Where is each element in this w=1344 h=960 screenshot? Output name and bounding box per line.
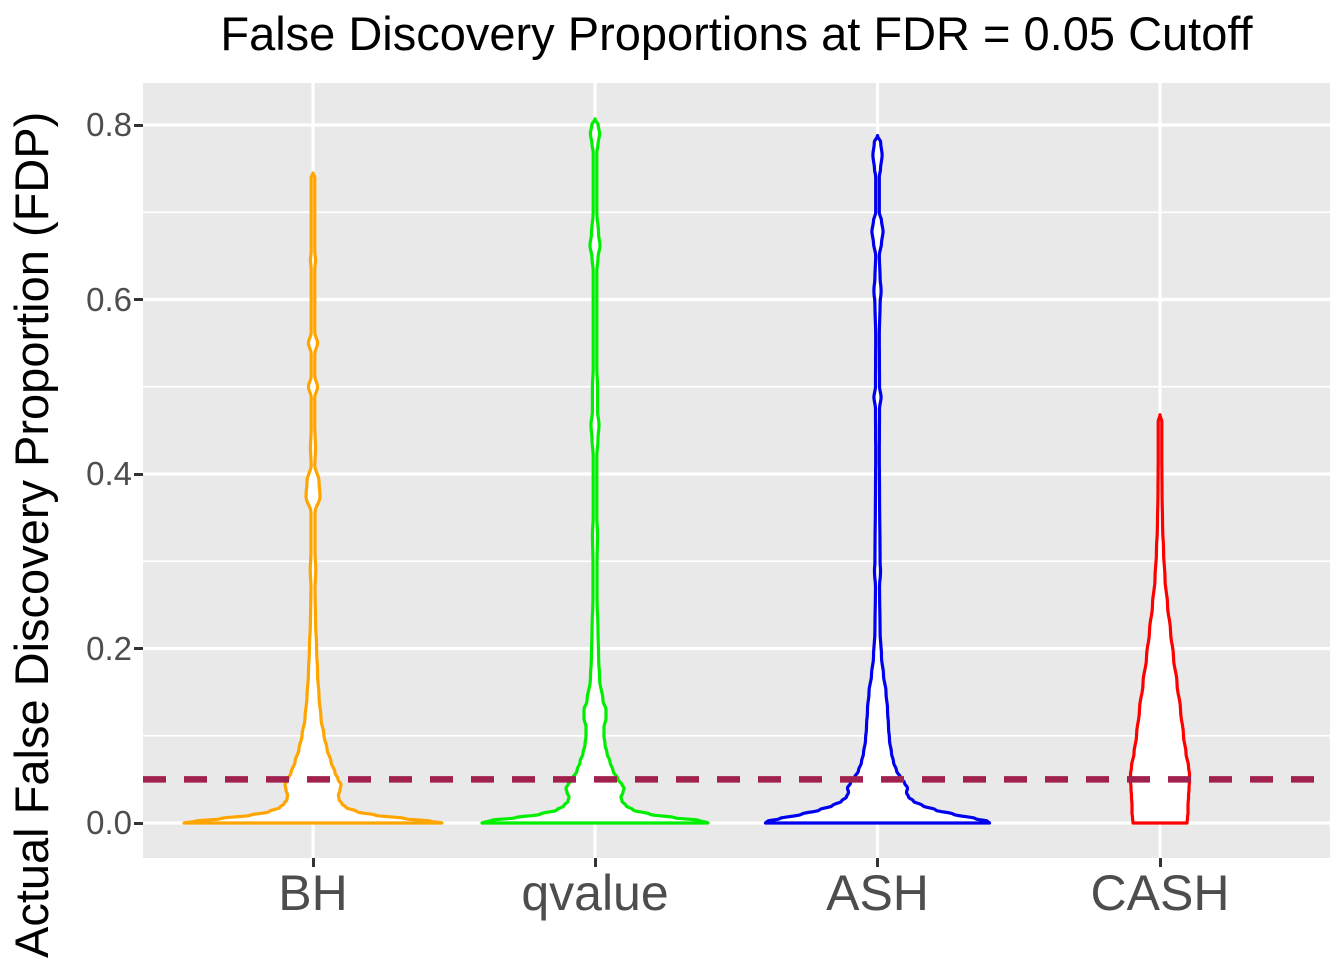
x-tick xyxy=(1158,858,1162,867)
x-tick xyxy=(876,858,879,867)
y-tick-label: 0.0 xyxy=(86,804,132,841)
plot-svg xyxy=(143,83,1330,858)
y-tick xyxy=(134,298,143,301)
y-tick xyxy=(134,123,143,127)
y-tick-label: 0.8 xyxy=(86,106,132,143)
x-tick xyxy=(593,858,597,867)
violin-ash xyxy=(763,133,992,825)
plot-panel xyxy=(143,83,1330,858)
y-tick-label: 0.2 xyxy=(86,629,132,667)
y-tick-label: 0.4 xyxy=(86,455,132,492)
violin-bh xyxy=(182,171,444,825)
x-tick-label-qvalue: qvalue xyxy=(521,865,669,921)
y-tick xyxy=(134,472,143,476)
y-tick-label: 0.6 xyxy=(86,280,132,318)
x-tick-label-bh: BH xyxy=(278,865,348,921)
x-tick-label-ash: ASH xyxy=(826,865,929,921)
violin-qvalue xyxy=(480,117,710,825)
violin-cash xyxy=(1128,413,1192,825)
x-tick xyxy=(311,858,315,867)
y-tick xyxy=(134,647,143,650)
x-tick-label-cash: CASH xyxy=(1090,865,1230,921)
y-tick xyxy=(134,821,143,825)
plot-title: False Discovery Proportions at FDR = 0.0… xyxy=(220,7,1253,60)
